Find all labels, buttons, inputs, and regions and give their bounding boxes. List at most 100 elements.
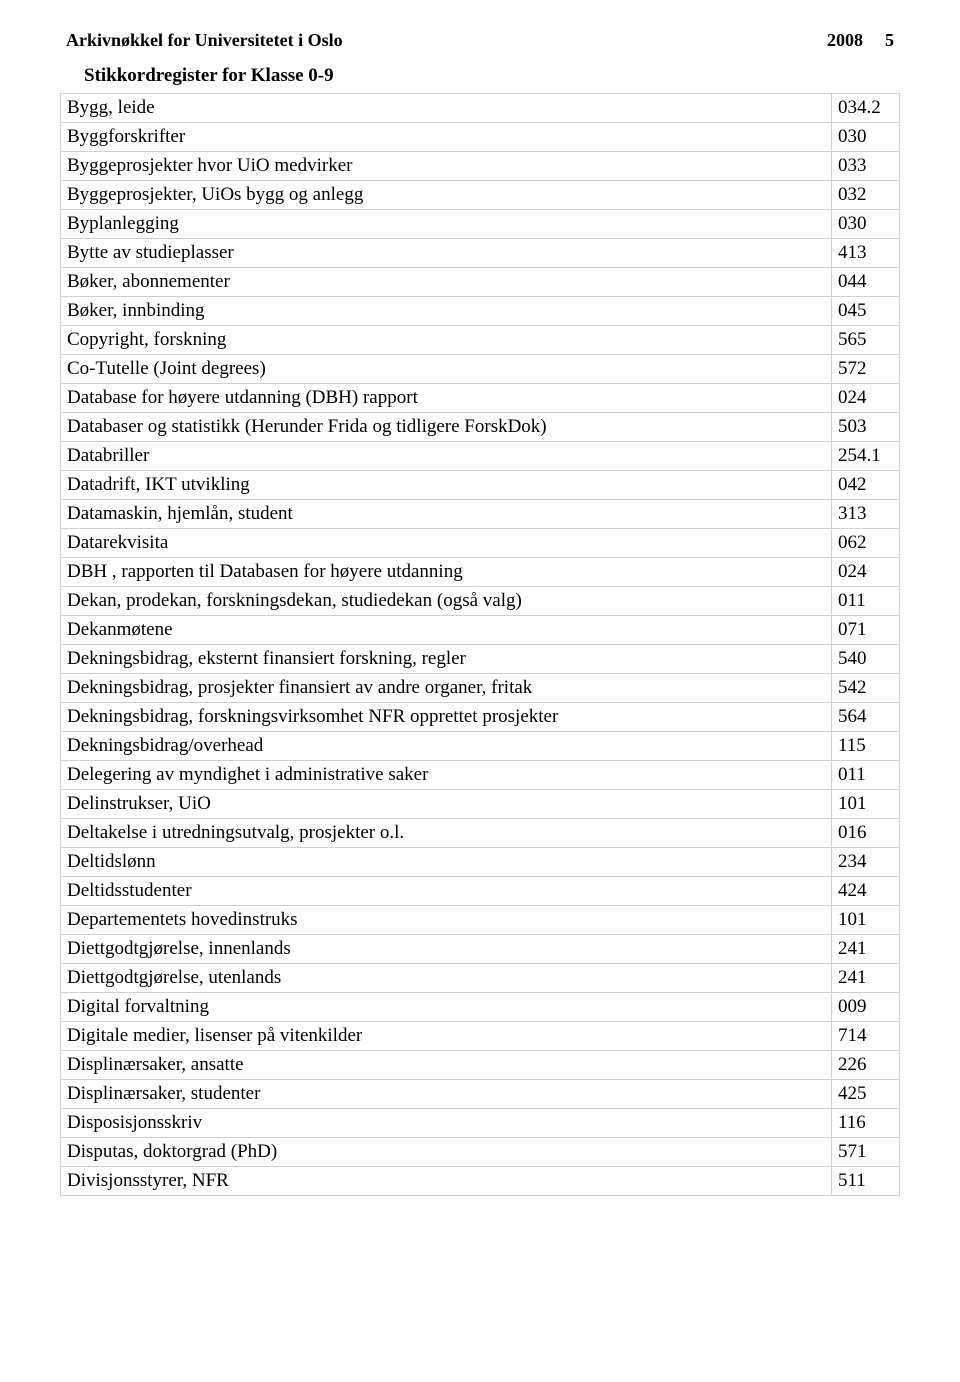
- row-code: 009: [832, 993, 900, 1022]
- row-label: Byggeprosjekter, UiOs bygg og anlegg: [61, 181, 832, 210]
- row-code: 011: [832, 761, 900, 790]
- row-code: 042: [832, 471, 900, 500]
- row-code: 115: [832, 732, 900, 761]
- table-row: Byggeprosjekter hvor UiO medvirker033: [61, 152, 900, 181]
- row-code: 062: [832, 529, 900, 558]
- row-code: 024: [832, 558, 900, 587]
- table-row: Database for høyere utdanning (DBH) rapp…: [61, 384, 900, 413]
- row-label: Dekningsbidrag, eksternt finansiert fors…: [61, 645, 832, 674]
- row-code: 313: [832, 500, 900, 529]
- row-code: 030: [832, 123, 900, 152]
- header-page-number: 5: [885, 30, 894, 51]
- row-label: Deltakelse i utredningsutvalg, prosjekte…: [61, 819, 832, 848]
- table-row: Dekan, prodekan, forskningsdekan, studie…: [61, 587, 900, 616]
- table-row: Byggeprosjekter, UiOs bygg og anlegg032: [61, 181, 900, 210]
- row-label: Datamaskin, hjemlån, student: [61, 500, 832, 529]
- row-code: 024: [832, 384, 900, 413]
- row-label: Dekningsbidrag, prosjekter finansiert av…: [61, 674, 832, 703]
- row-label: Datarekvisita: [61, 529, 832, 558]
- row-code: 572: [832, 355, 900, 384]
- row-label: Departementets hovedinstruks: [61, 906, 832, 935]
- table-row: Deltakelse i utredningsutvalg, prosjekte…: [61, 819, 900, 848]
- row-code: 011: [832, 587, 900, 616]
- row-label: Bygg, leide: [61, 94, 832, 123]
- row-label: Displinærsaker, studenter: [61, 1080, 832, 1109]
- row-label: DBH , rapporten til Databasen for høyere…: [61, 558, 832, 587]
- row-label: Byggeprosjekter hvor UiO medvirker: [61, 152, 832, 181]
- table-row: Disposisjonsskriv116: [61, 1109, 900, 1138]
- row-label: Digital forvaltning: [61, 993, 832, 1022]
- row-code: 565: [832, 326, 900, 355]
- table-row: Displinærsaker, studenter425: [61, 1080, 900, 1109]
- row-label: Divisjonsstyrer, NFR: [61, 1167, 832, 1196]
- table-row: DBH , rapporten til Databasen for høyere…: [61, 558, 900, 587]
- row-label: Bytte av studieplasser: [61, 239, 832, 268]
- row-code: 714: [832, 1022, 900, 1051]
- row-code: 226: [832, 1051, 900, 1080]
- table-row: Co-Tutelle (Joint degrees)572: [61, 355, 900, 384]
- table-row: Digitale medier, lisenser på vitenkilder…: [61, 1022, 900, 1051]
- table-row: Digital forvaltning009: [61, 993, 900, 1022]
- table-row: Dekningsbidrag, eksternt finansiert fors…: [61, 645, 900, 674]
- row-code: 044: [832, 268, 900, 297]
- row-code: 503: [832, 413, 900, 442]
- row-code: 030: [832, 210, 900, 239]
- table-row: Delinstrukser, UiO101: [61, 790, 900, 819]
- table-row: Byplanlegging030: [61, 210, 900, 239]
- row-code: 071: [832, 616, 900, 645]
- table-row: Dekningsbidrag/overhead115: [61, 732, 900, 761]
- table-row: Byggforskrifter030: [61, 123, 900, 152]
- table-row: Bygg, leide034.2: [61, 94, 900, 123]
- row-label: Byplanlegging: [61, 210, 832, 239]
- row-code: 241: [832, 935, 900, 964]
- table-row: Diettgodtgjørelse, utenlands241: [61, 964, 900, 993]
- row-code: 425: [832, 1080, 900, 1109]
- table-row: Divisjonsstyrer, NFR511: [61, 1167, 900, 1196]
- table-row: Deltidslønn234: [61, 848, 900, 877]
- header-title: Arkivnøkkel for Universitetet i Oslo: [66, 30, 343, 51]
- row-code: 234: [832, 848, 900, 877]
- index-table: Bygg, leide034.2Byggforskrifter030Byggep…: [60, 93, 900, 1196]
- row-label: Delegering av myndighet i administrative…: [61, 761, 832, 790]
- header-year: 2008: [827, 30, 863, 51]
- table-row: Datarekvisita062: [61, 529, 900, 558]
- row-label: Diettgodtgjørelse, innenlands: [61, 935, 832, 964]
- row-label: Datadrift, IKT utvikling: [61, 471, 832, 500]
- row-label: Diettgodtgjørelse, utenlands: [61, 964, 832, 993]
- row-code: 116: [832, 1109, 900, 1138]
- row-code: 571: [832, 1138, 900, 1167]
- table-row: Datadrift, IKT utvikling042: [61, 471, 900, 500]
- table-row: Dekanmøtene071: [61, 616, 900, 645]
- row-label: Databaser og statistikk (Herunder Frida …: [61, 413, 832, 442]
- table-row: Dekningsbidrag, prosjekter finansiert av…: [61, 674, 900, 703]
- table-row: Datamaskin, hjemlån, student313: [61, 500, 900, 529]
- row-label: Deltidslønn: [61, 848, 832, 877]
- row-label: Disputas, doktorgrad (PhD): [61, 1138, 832, 1167]
- table-row: Departementets hovedinstruks101: [61, 906, 900, 935]
- row-label: Disposisjonsskriv: [61, 1109, 832, 1138]
- row-code: 511: [832, 1167, 900, 1196]
- row-label: Databriller: [61, 442, 832, 471]
- table-row: Bøker, innbinding045: [61, 297, 900, 326]
- row-label: Bøker, abonnementer: [61, 268, 832, 297]
- row-label: Byggforskrifter: [61, 123, 832, 152]
- row-label: Database for høyere utdanning (DBH) rapp…: [61, 384, 832, 413]
- row-code: 413: [832, 239, 900, 268]
- row-code: 032: [832, 181, 900, 210]
- row-code: 540: [832, 645, 900, 674]
- row-label: Dekningsbidrag/overhead: [61, 732, 832, 761]
- row-code: 101: [832, 790, 900, 819]
- row-code: 241: [832, 964, 900, 993]
- header-right: 2008 5: [827, 30, 894, 51]
- row-code: 034.2: [832, 94, 900, 123]
- table-row: Bøker, abonnementer044: [61, 268, 900, 297]
- row-code: 254.1: [832, 442, 900, 471]
- row-label: Deltidsstudenter: [61, 877, 832, 906]
- table-row: Bytte av studieplasser413: [61, 239, 900, 268]
- row-code: 564: [832, 703, 900, 732]
- row-code: 101: [832, 906, 900, 935]
- row-code: 033: [832, 152, 900, 181]
- table-row: Disputas, doktorgrad (PhD)571: [61, 1138, 900, 1167]
- row-code: 045: [832, 297, 900, 326]
- row-label: Displinærsaker, ansatte: [61, 1051, 832, 1080]
